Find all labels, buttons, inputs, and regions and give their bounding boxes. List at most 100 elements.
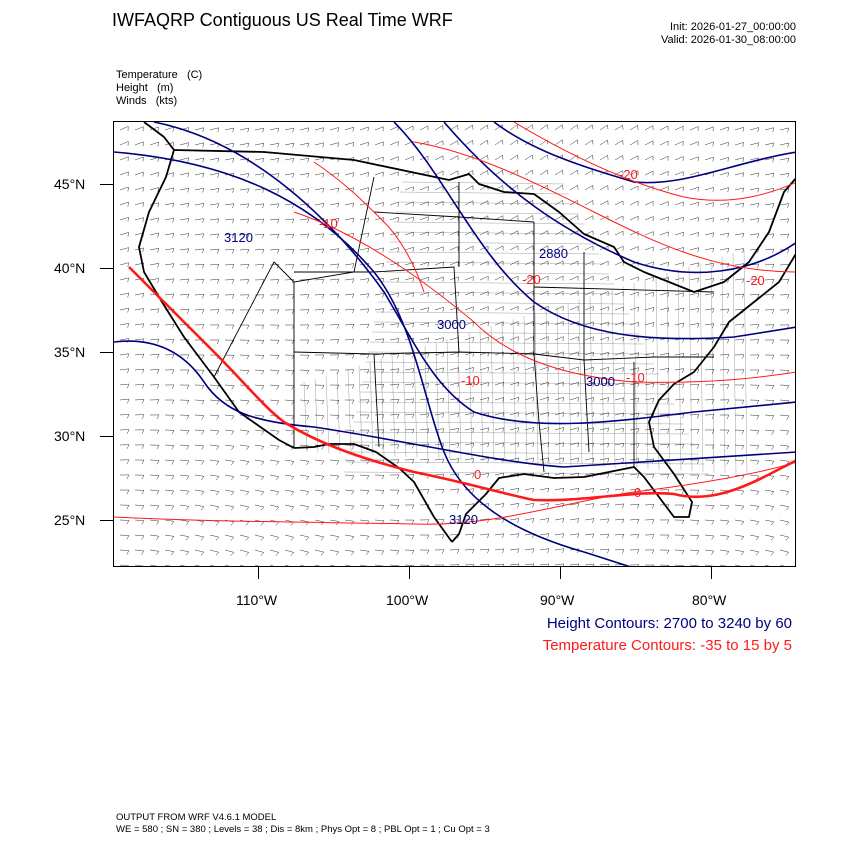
wind-barb (299, 504, 310, 511)
wind-barb (434, 185, 444, 191)
wind-barb (134, 444, 145, 450)
wind-barb (734, 549, 745, 556)
wind-barb (359, 323, 370, 329)
wind-barb (659, 140, 669, 146)
wind-barb (344, 504, 355, 511)
wind-barb (509, 215, 519, 221)
wind-barb (614, 397, 625, 403)
wind-barb (359, 414, 370, 420)
wind-barb (194, 429, 205, 435)
wind-barb (164, 504, 175, 510)
wind-barb (629, 549, 640, 554)
wind-barb (134, 323, 145, 328)
lat-label-40: 40°N (54, 260, 86, 276)
wind-barb (749, 218, 760, 223)
wind-barb (359, 564, 368, 566)
wind-barb (284, 429, 295, 435)
height-label: 3120 (449, 512, 478, 527)
wind-barb (314, 369, 325, 375)
wind-barb (419, 292, 429, 297)
wind-barb (719, 263, 730, 268)
wind-barb (644, 382, 655, 388)
wind-barb (329, 172, 340, 178)
wind-barb (599, 139, 609, 146)
wind-barb (479, 518, 490, 524)
wind-barb (314, 172, 325, 178)
wind-barb (404, 504, 415, 510)
wind-barb (629, 155, 639, 161)
wind-barb (554, 275, 564, 281)
wind-barb (539, 533, 550, 538)
wind-barb (719, 187, 730, 193)
wind-barb (764, 549, 775, 556)
wind-barb (764, 248, 775, 254)
wind-barb (749, 324, 760, 329)
wind-barb (524, 442, 535, 448)
wind-barb (539, 563, 550, 566)
wind-barb (239, 279, 250, 284)
wind-barb (314, 324, 325, 329)
wind-barb (119, 292, 130, 298)
wind-barb (704, 187, 714, 192)
wind-barb (479, 472, 490, 478)
wind-barb (269, 157, 280, 163)
wind-barb (464, 442, 475, 448)
wind-barb (404, 534, 415, 540)
wind-barb (329, 309, 340, 314)
wind-barb (614, 170, 624, 176)
wind-barb (254, 294, 265, 299)
wind-barb (344, 263, 355, 268)
wind-barb (704, 489, 715, 495)
wind-barb (629, 428, 640, 433)
wind-barb (254, 233, 265, 239)
wind-barb (329, 564, 336, 566)
wind-barb (494, 518, 505, 523)
wind-barb (329, 399, 340, 405)
wind-barb (794, 520, 795, 521)
wind-barb (764, 384, 775, 390)
wind-barb (359, 187, 370, 193)
wind-barb (344, 202, 355, 208)
wind-barb (614, 382, 625, 388)
wind-barb (134, 247, 145, 253)
wind-barb (314, 384, 325, 390)
wind-barb (239, 339, 250, 345)
wind-barb (314, 399, 325, 405)
wind-barb (734, 564, 742, 566)
wind-barb (254, 188, 265, 193)
wind-barb (224, 264, 235, 269)
wind-barb (794, 204, 795, 205)
wind-barb (734, 519, 745, 526)
lat-tick (100, 268, 113, 269)
wind-barb (179, 504, 190, 511)
wind-barb (389, 338, 400, 343)
wind-barb (689, 414, 700, 419)
wind-barb (569, 503, 580, 508)
lat-label-25: 25°N (54, 512, 86, 528)
wind-barb (374, 262, 385, 268)
wind-barb (119, 353, 130, 358)
wind-barb (269, 188, 280, 193)
wind-barb (419, 519, 430, 524)
wind-barb (314, 187, 325, 193)
wind-barb (599, 457, 610, 463)
wind-barb (779, 414, 790, 420)
wind-barb (569, 124, 579, 131)
model-info: OUTPUT FROM WRF V4.6.1 MODEL (116, 812, 277, 823)
wind-barb (584, 397, 594, 402)
wind-barb (374, 504, 385, 510)
wind-barb (134, 126, 144, 132)
wind-barb (149, 187, 160, 192)
wind-barb (599, 488, 610, 493)
wind-barb (794, 565, 795, 566)
wind-barb (299, 489, 310, 496)
wind-barb (749, 534, 760, 541)
map-panel: 3120 2880 3000 3000 3120 -20 -10 -20 -20… (113, 121, 796, 567)
wind-barb (554, 215, 564, 221)
wind-barb (314, 309, 325, 314)
wind-barb (614, 276, 624, 282)
wind-barb (164, 293, 175, 299)
wind-barb (269, 279, 280, 284)
wind-barb (434, 519, 445, 524)
wind-barb (434, 200, 444, 206)
